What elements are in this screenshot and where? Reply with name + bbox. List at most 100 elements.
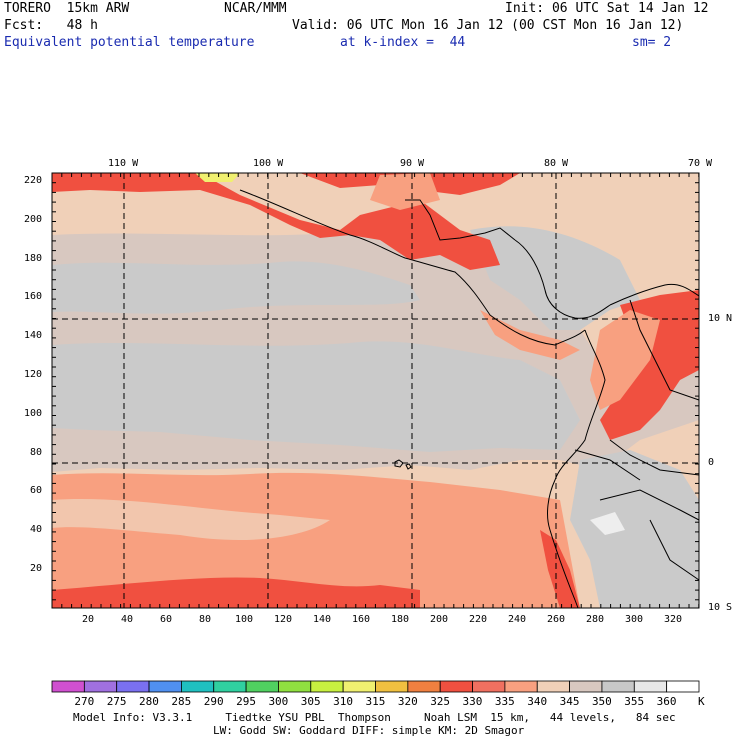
colorbar-label: 290	[203, 695, 224, 708]
colorbar-label: 305	[300, 695, 321, 708]
colorbar-swatch	[666, 680, 700, 693]
colorbar-swatch	[310, 680, 344, 693]
colorbar-label: 355	[624, 695, 645, 708]
bottom-grid-label: 240	[508, 614, 527, 625]
colorbar-swatch	[472, 680, 506, 693]
bottom-grid-label: 140	[313, 614, 332, 625]
colorbar-swatch	[213, 680, 247, 693]
lat-label-10n: 10 N	[708, 313, 733, 324]
colorbar	[51, 680, 700, 693]
forecast-hour: Fcst: 48 h	[4, 18, 98, 33]
left-grid-label: 180	[24, 252, 43, 264]
bottom-grid-label: 300	[625, 614, 644, 625]
colorbar-label: 300	[268, 695, 289, 708]
salmon-panama	[480, 310, 580, 360]
bottom-grid-label: 120	[274, 614, 293, 625]
bottom-grid-label: 40	[121, 614, 134, 625]
colorbar-label: 270	[74, 695, 95, 708]
colorbar-swatch	[601, 680, 635, 693]
bottom-grid-label: 100	[235, 614, 254, 625]
left-grid-label: 160	[24, 291, 43, 303]
bottom-grid-label: 80	[199, 614, 212, 625]
bottom-grid-label: 320	[664, 614, 683, 625]
lon-label-80w: 80 W	[544, 158, 569, 169]
lon-label-110w: 110 W	[108, 158, 139, 169]
white-andes	[590, 512, 625, 535]
level-info: at k-index = 44	[340, 35, 466, 50]
colorbar-label: 330	[462, 695, 483, 708]
grey-south-america	[570, 450, 699, 608]
salmon-pacific-patch	[370, 173, 440, 210]
coastlines	[239, 189, 700, 609]
colorbar-swatch	[633, 680, 668, 693]
lon-label-90w: 90 W	[400, 158, 425, 169]
lat-label-10s: 10 S	[708, 602, 733, 613]
bottom-grid-label: 160	[352, 614, 371, 625]
bottom-grid-label: 20	[82, 614, 95, 625]
left-grid-label: 40	[30, 524, 43, 536]
colorbar-label: 310	[333, 695, 354, 708]
lon-label-70w: 70 W	[688, 158, 713, 169]
smoothing-info: sm= 2	[632, 35, 672, 50]
colorbar-swatch	[116, 680, 150, 693]
left-grid-label: 200	[24, 213, 43, 225]
colorbar-swatch	[536, 680, 570, 693]
red-mexico-coast	[52, 173, 500, 270]
left-grid-label: 80	[30, 446, 43, 458]
valid-time: Valid: 06 UTC Mon 16 Jan 12 (00 CST Mon …	[292, 18, 684, 33]
colorbar-label: 350	[591, 695, 612, 708]
left-grid-label: 220	[24, 175, 43, 186]
init-time: Init: 06 UTC Sat 14 Jan 12	[505, 1, 709, 16]
colorbar-swatch	[51, 680, 85, 693]
lon-label-100w: 100 W	[253, 158, 284, 169]
grey-caribbean	[470, 226, 640, 330]
frame-ticks	[51, 172, 700, 608]
left-grid-label: 100	[24, 407, 43, 419]
bottom-grid-label: 60	[160, 614, 173, 625]
model-info-line2: LW: Godd SW: Goddard DIFF: simple KM: 2D…	[213, 724, 525, 737]
colorbar-swatch	[83, 680, 118, 693]
left-grid-label: 20	[30, 563, 43, 574]
field-name: Equivalent potential temperature	[4, 35, 255, 50]
colorbar-label: 340	[527, 695, 548, 708]
colorbar-label: 325	[430, 695, 451, 708]
colorbar-swatch	[245, 680, 279, 693]
colorbar-label: 315	[365, 695, 386, 708]
bottom-grid-label: 260	[547, 614, 566, 625]
colorbar-swatch	[342, 680, 376, 693]
model-info-line1: Model Info: V3.3.1 Tiedtke YSU PBL Thomp…	[73, 711, 676, 724]
center-name: NCAR/MMM	[224, 1, 287, 16]
colorbar-swatch	[180, 680, 215, 693]
colorbar-swatch	[278, 680, 312, 693]
colorbar-swatch	[569, 680, 603, 693]
red-colombia	[600, 290, 699, 440]
colorbar-label: 295	[236, 695, 256, 708]
bottom-grid-label: 280	[586, 614, 605, 625]
red-south-strip	[52, 577, 420, 608]
bottom-grid-label: 220	[469, 614, 488, 625]
grey-band-light-1	[52, 261, 420, 314]
colorbar-label: 280	[139, 695, 159, 708]
colorbar-swatch	[504, 680, 538, 693]
lat-label-0: 0	[708, 457, 715, 468]
colorbar-label: 335	[494, 695, 515, 708]
colorbar-label: 360	[656, 695, 677, 708]
colorbar-label: 320	[397, 695, 418, 708]
bottom-grid-label: 180	[391, 614, 410, 625]
colorbar-swatch	[439, 680, 473, 693]
left-grid-label: 60	[30, 485, 43, 497]
left-grid-label: 140	[24, 330, 43, 342]
colorbar-swatch	[375, 680, 409, 693]
model-name: TORERO 15km ARW	[4, 1, 130, 16]
bottom-grid-label: 200	[430, 614, 449, 625]
colorbar-label: 275	[106, 695, 127, 708]
peach-patch	[52, 498, 330, 540]
colorbar-label: 345	[559, 695, 580, 708]
left-grid-label: 120	[24, 369, 43, 380]
colorbar-label: 285	[171, 695, 192, 708]
graticule	[52, 173, 699, 608]
grey-band-light-2	[52, 341, 580, 452]
colorbar-unit: K	[698, 695, 705, 708]
colorbar-swatch	[148, 680, 182, 693]
